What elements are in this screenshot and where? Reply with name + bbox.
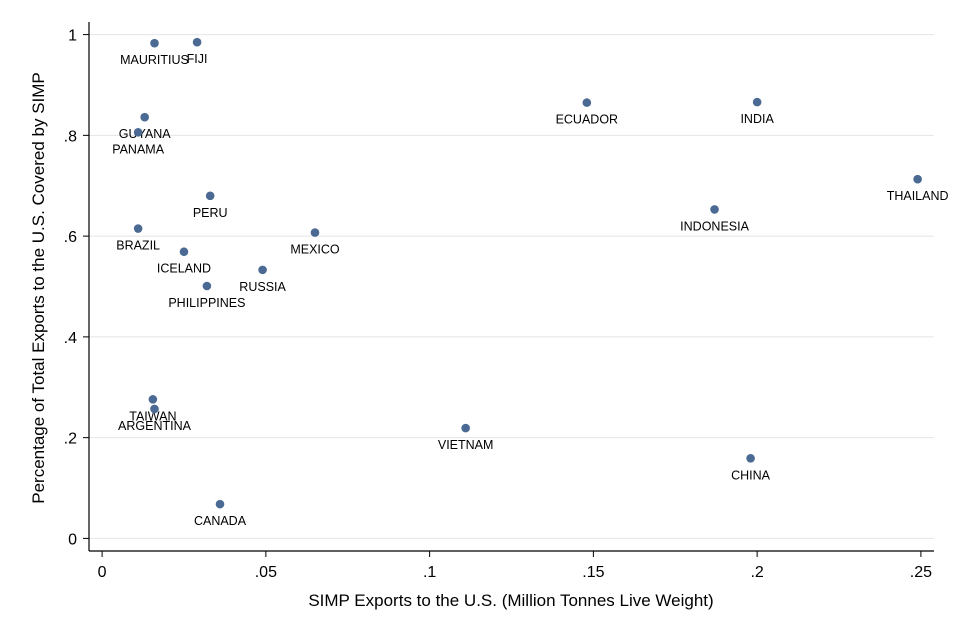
y-axis-ticks: 0 .2 .4 .6 .8 1 [64, 28, 89, 548]
x-tick-label: .1 [423, 564, 436, 581]
data-point [148, 395, 158, 404]
point-label: TAIWAN [129, 409, 176, 423]
point-label: VIETNAM [438, 438, 494, 452]
x-tick-label: .2 [750, 564, 763, 581]
y-tick-label: .6 [64, 229, 77, 246]
axes [88, 22, 934, 552]
data-point [133, 224, 143, 233]
point-label: ARGENTINA [118, 419, 192, 433]
data-point [150, 404, 159, 414]
point-label: PERU [193, 206, 228, 220]
point-label: ICELAND [157, 262, 211, 276]
x-tick-label: 0 [98, 564, 107, 581]
data-point [752, 97, 762, 107]
point-label: BRAZIL [116, 239, 160, 253]
data-point [746, 453, 755, 463]
x-tick-label: .05 [255, 564, 277, 581]
data-point [310, 228, 320, 237]
point-label: INDONESIA [680, 219, 749, 233]
data-point [140, 112, 149, 122]
x-axis-title: SIMP Exports to the U.S. (Million Tonnes… [308, 591, 713, 610]
data-point [258, 265, 267, 275]
point-label: GUYANA [119, 127, 172, 141]
y-tick-label: .2 [64, 431, 77, 448]
y-tick-label: 0 [68, 531, 77, 548]
point-label: FIJI [187, 52, 208, 66]
data-point [150, 38, 159, 48]
x-tick-label: .25 [910, 564, 932, 581]
data-point [710, 205, 719, 214]
point-label: RUSSIA [239, 280, 286, 294]
gridlines [89, 34, 934, 539]
data-point [461, 423, 470, 433]
data-point [582, 98, 592, 107]
x-axis-ticks: 0 .05 .1 .15 .2 .25 [98, 551, 932, 581]
point-label: INDIA [740, 112, 774, 126]
data-point [913, 174, 922, 184]
point-label: PANAMA [112, 142, 165, 156]
point-label: ECUADOR [556, 113, 619, 127]
point-label: THAILAND [887, 189, 949, 203]
point-label: PHILIPPINES [168, 296, 245, 310]
point-label: MAURITIUS [120, 53, 189, 67]
y-tick-label: 1 [68, 28, 77, 45]
point-label: MEXICO [290, 243, 340, 257]
data-point [192, 37, 202, 47]
y-tick-label: .8 [64, 128, 77, 145]
data-point [179, 247, 189, 257]
data-point [215, 499, 225, 509]
y-tick-label: .4 [64, 330, 77, 347]
data-point [202, 281, 212, 291]
data-point [205, 191, 215, 201]
data-point [133, 128, 143, 137]
point-label: CANADA [194, 514, 247, 528]
y-axis-title: Percentage of Total Exports to the U.S. … [29, 72, 48, 504]
point-label: CHINA [731, 468, 771, 482]
x-tick-label: .15 [582, 564, 604, 581]
